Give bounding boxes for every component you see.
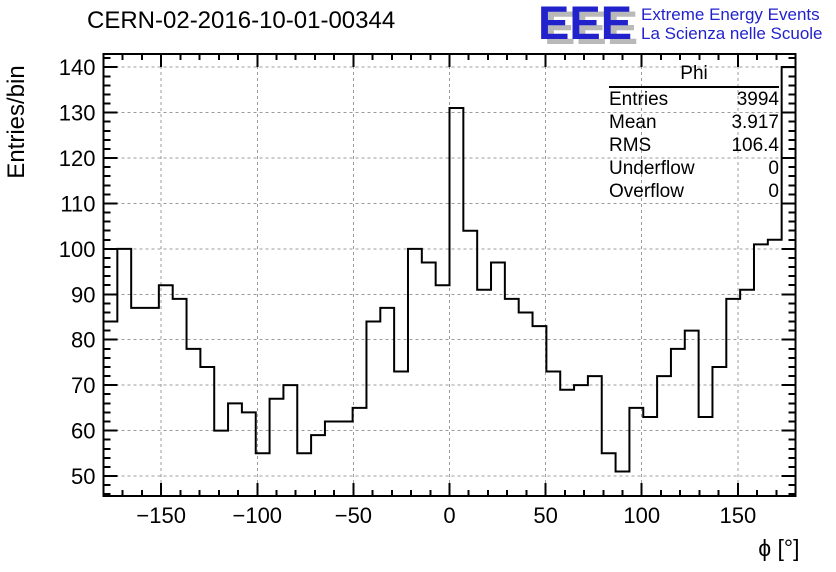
stats-row-rms: RMS 106.4: [609, 134, 779, 157]
eee-logo-subtitles: Extreme Energy Events La Scienza nelle S…: [641, 5, 822, 43]
stats-value: 106.4: [731, 135, 779, 156]
stats-label: RMS: [609, 135, 652, 156]
stats-value: 3.917: [731, 112, 779, 133]
y-axis-title: Entries/bin: [3, 65, 30, 178]
logo-subtitle-line1: Extreme Energy Events: [641, 5, 820, 24]
stats-title: Phi: [609, 62, 779, 88]
stats-label: Underflow: [609, 158, 695, 179]
stats-row-entries: Entries 3994: [609, 88, 779, 111]
y-tick-label: 90: [71, 282, 95, 307]
stats-row-mean: Mean 3.917: [609, 111, 779, 134]
x-tick-label: 50: [533, 503, 557, 528]
plot-title: CERN-02-2016-10-01-00344: [87, 7, 396, 34]
y-tick-label: 100: [59, 237, 96, 262]
stats-rows: Entries 3994 Mean 3.917 RMS 106.4 Underflow 0 Ov…: [609, 88, 779, 203]
x-tick-label: −150: [136, 503, 186, 528]
y-tick-label: 60: [71, 419, 95, 444]
y-tick-label: 70: [71, 373, 95, 398]
stats-label: Mean: [609, 112, 657, 133]
stats-row-underflow: Underflow 0: [609, 157, 779, 180]
x-axis-title: ϕ [°]: [758, 535, 799, 561]
y-tick-label: 110: [60, 191, 95, 216]
x-tick-label: 0: [443, 503, 455, 528]
x-tick-label: 150: [719, 503, 756, 528]
stats-value: 3994: [736, 89, 779, 110]
y-tick-label: 130: [59, 101, 96, 126]
y-tick-label: 80: [71, 328, 95, 353]
stats-label: Overflow: [609, 181, 684, 202]
histogram-line: [103, 66, 796, 473]
eee-logo-text: EEE: [538, 0, 633, 49]
stats-row-overflow: Overflow 0: [609, 180, 779, 203]
stats-box: Phi Entries 3994 Mean 3.917 RMS 106.4 Underflo…: [609, 62, 779, 203]
stats-value: 0: [768, 181, 779, 202]
y-tick-label: 140: [59, 55, 96, 80]
x-tick-label: −100: [232, 503, 282, 528]
x-tick-label: 100: [623, 503, 660, 528]
eee-logo: EEE Extreme Energy Events La Scienza nel…: [538, 0, 823, 49]
stats-label: Entries: [609, 89, 669, 110]
x-tick-label: −50: [335, 503, 372, 528]
y-tick-label: 50: [71, 464, 95, 489]
logo-subtitle-line2: La Scienza nelle Scuole: [641, 24, 823, 43]
stats-value: 0: [768, 158, 779, 179]
y-tick-label: 120: [59, 146, 96, 171]
